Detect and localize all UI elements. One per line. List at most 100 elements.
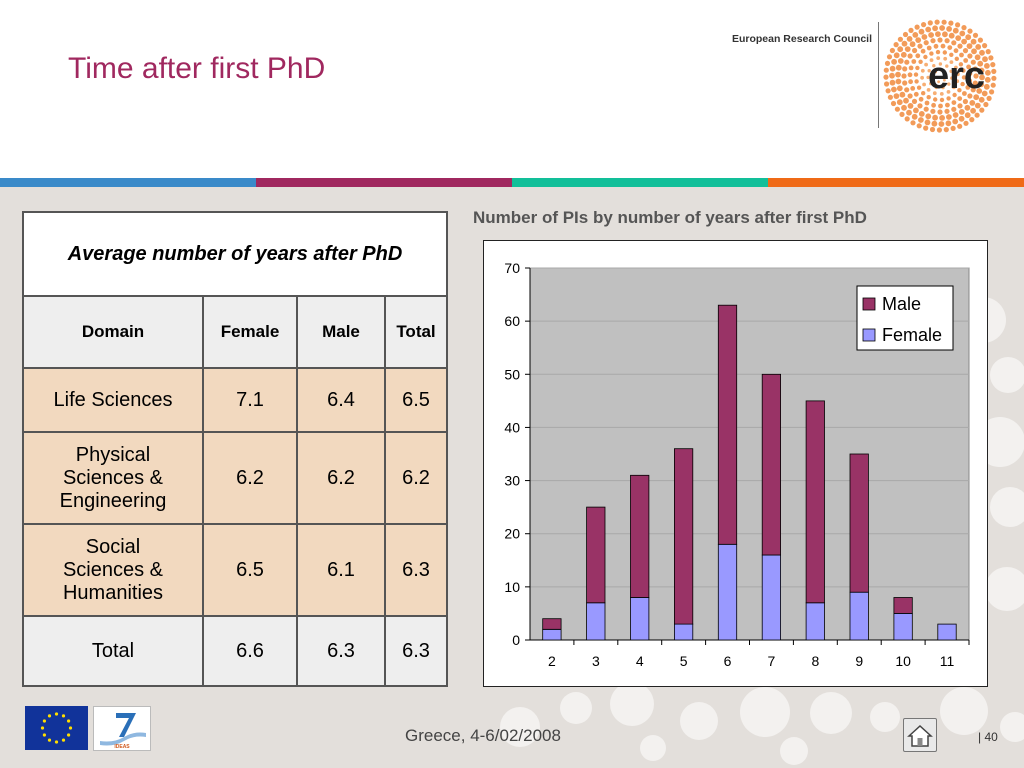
decor-bubble (810, 692, 852, 734)
eu-flag-logo (25, 706, 88, 750)
erc-logo-dot (943, 127, 949, 133)
erc-logo-dot (938, 62, 943, 66)
table-row: Life Sciences 7.1 6.4 6.5 (22, 367, 448, 433)
stacked-bar-chart: 0 10 20 30 40 50 60 70 2 3 4 5 6 7 8 9 10 11 Male Female (504, 260, 970, 669)
erc-logo: erc (883, 19, 997, 133)
erc-logo-dot (914, 24, 920, 30)
erc-logo-dot (962, 91, 967, 96)
erc-logo-dot (893, 93, 900, 99)
erc-logo-dot (912, 47, 918, 54)
bar-male-10 (893, 597, 913, 614)
eu-star (68, 726, 73, 730)
domain-cell: Physical Sciences & Engineering (22, 431, 204, 525)
erc-logo-dot (940, 43, 946, 49)
erc-logo-dot (920, 68, 925, 73)
erc-logo-dot (950, 125, 956, 131)
erc-logo-dot (952, 112, 959, 118)
domain-line: Humanities (62, 581, 164, 604)
erc-logo-dot (903, 97, 909, 104)
erc-logo-dot (938, 103, 943, 109)
erc-logo-dot (889, 72, 895, 79)
eu-star (42, 719, 46, 723)
eu-star (67, 719, 71, 723)
erc-logo-dot (978, 67, 985, 74)
erc-logo-dot (918, 111, 925, 117)
erc-logo-dot (963, 58, 969, 63)
erc-logo-dot (970, 59, 976, 65)
erc-logo-dot (958, 109, 965, 115)
page-separator: | (978, 730, 982, 744)
eu-star (42, 733, 46, 737)
erc-logo-dot (909, 41, 916, 48)
erc-logo-dot (944, 38, 950, 44)
erc-logo-dot (937, 37, 943, 43)
slide-header: Time after first PhD European Research C… (0, 0, 1024, 178)
erc-logo-dot (937, 80, 940, 84)
erc-logo-dot (975, 44, 982, 50)
erc-logo-dot (932, 91, 937, 96)
erc-logo-dot (942, 50, 947, 55)
erc-logo-dot (990, 62, 996, 68)
column-header-total: Total (384, 295, 448, 369)
decor-bubble (740, 687, 790, 737)
erc-logo-dot (927, 69, 931, 73)
erc-logo-dot (899, 111, 905, 117)
y-tick-label: 40 (504, 419, 520, 435)
erc-logo-dot (928, 32, 934, 38)
bar-female-11 (937, 623, 957, 641)
decor-bubble (985, 567, 1024, 611)
eu-star (40, 726, 45, 730)
erc-logo-dot (983, 101, 989, 108)
erc-logo-dot (976, 88, 983, 94)
erc-logo-dot (982, 56, 988, 63)
bar-male-6 (717, 304, 738, 545)
x-tick-label: 5 (680, 653, 688, 669)
x-tick-label: 3 (592, 653, 600, 669)
decor-bubble (640, 735, 666, 761)
domain-cell: Total (22, 615, 204, 687)
y-tick-label: 10 (504, 579, 520, 595)
erc-logo-dot (950, 76, 954, 80)
fp7-logo-icon: IDEAS (100, 713, 146, 750)
erc-logo-dot (957, 43, 963, 49)
erc-logo-dot (908, 65, 914, 71)
erc-logo-dot (931, 102, 936, 108)
erc-logo-dot (916, 123, 922, 129)
erc-logo-dot (923, 54, 928, 60)
eu-star (47, 714, 52, 718)
erc-logo-dot (893, 52, 900, 59)
erc-logo-dot (923, 40, 929, 46)
erc-logo-dot (947, 82, 951, 86)
bar-female-5 (673, 623, 694, 641)
erc-logo-dot (957, 123, 963, 129)
erc-logo-dot (970, 107, 976, 114)
total-cell: 6.2 (384, 431, 448, 525)
logo-divider (878, 22, 879, 128)
domain-line: Sciences & (62, 466, 164, 489)
eu-star (61, 738, 66, 742)
erc-logo-dot (952, 118, 959, 125)
erc-logo-dot (954, 56, 959, 61)
erc-logo-dot (989, 89, 995, 95)
erc-logo-dot (981, 90, 988, 97)
table-row: Social Sciences & Humanities 6.5 6.1 6.3 (22, 523, 448, 617)
erc-logo-dot (970, 38, 977, 45)
erc-logo-dot (904, 46, 911, 52)
erc-logo-dot (964, 112, 971, 119)
legend-swatch-male (862, 297, 876, 311)
erc-logo-dot (957, 103, 963, 109)
decor-bubble (870, 702, 900, 732)
erc-logo-dot (951, 106, 957, 112)
erc-logo-dot (973, 73, 979, 79)
erc-logo-dot (964, 104, 971, 111)
erc-logo-dot (948, 32, 955, 39)
erc-logo-dot (954, 65, 958, 70)
erc-logo-dot (907, 93, 913, 99)
erc-logo-dot (921, 34, 928, 40)
bar-male-2 (542, 618, 562, 630)
decor-bubble (780, 737, 808, 765)
home-button[interactable] (903, 718, 937, 752)
bar-female-4 (630, 597, 650, 641)
domain-cell: Social Sciences & Humanities (22, 523, 204, 617)
decor-bubble (990, 487, 1024, 527)
